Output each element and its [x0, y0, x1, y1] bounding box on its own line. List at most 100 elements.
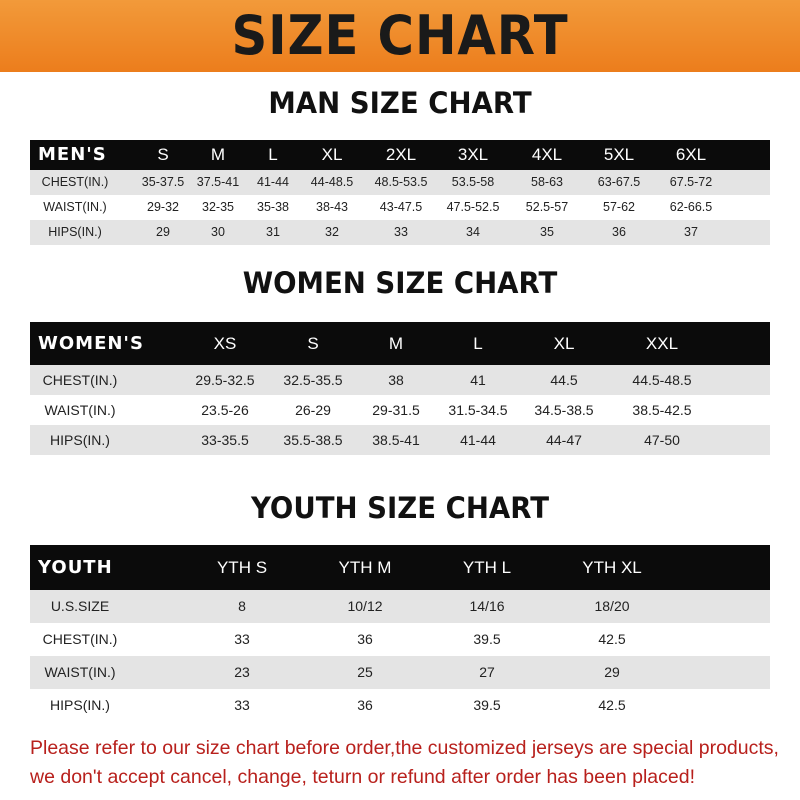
- men-size-table: MEN'S S M L XL 2XL 3XL 4XL 5XL 6XL CHEST(IN.) 35-37…: [30, 140, 770, 245]
- measurement-cell: 37.5-41: [196, 175, 240, 189]
- measurement-cell: 33: [234, 697, 250, 713]
- measurement-cell: 48.5-53.5: [374, 175, 428, 189]
- size-chart-banner: SIZE CHART: [0, 0, 800, 72]
- measurement-cell: 35-38: [257, 200, 289, 214]
- size-header: YTH L: [462, 558, 512, 577]
- table-row: WAIST(IN.) 29-32 32-35 35-38 38-43 43-47.5 47.…: [30, 195, 770, 220]
- measurement-cell: 34: [466, 225, 480, 239]
- size-header: XL: [553, 334, 575, 353]
- men-section-title: MAN SIZE CHART: [268, 86, 532, 120]
- measurement-cell: 35.5-38.5: [283, 432, 343, 448]
- row-label: HIPS(IN.): [48, 225, 102, 239]
- row-label: CHEST(IN.): [42, 372, 118, 388]
- measurement-cell: 31.5-34.5: [448, 402, 508, 418]
- row-label: U.S.SIZE: [50, 598, 110, 614]
- measurement-cell: 26-29: [295, 402, 331, 418]
- women-size-table: WOMEN'S XS S M L XL XXL CHEST(IN.) 29.5-32.5 32.5…: [30, 322, 770, 455]
- measurement-cell: 36: [357, 631, 373, 647]
- measurement-cell: 38: [388, 372, 404, 388]
- measurement-cell: 39.5: [473, 697, 501, 713]
- measurement-cell: 31: [266, 225, 280, 239]
- youth-section-title: YOUTH SIZE CHART: [250, 491, 550, 525]
- size-header: 2XL: [385, 145, 417, 164]
- size-header: 5XL: [603, 145, 635, 164]
- women-section-title: WOMEN SIZE CHART: [242, 266, 558, 300]
- size-header: YTH XL: [582, 558, 642, 577]
- measurement-cell: 47-50: [644, 432, 680, 448]
- measurement-cell: 29: [156, 225, 170, 239]
- measurement-cell: 41-44: [460, 432, 496, 448]
- size-header: M: [210, 145, 226, 164]
- measurement-cell: 47.5-52.5: [446, 200, 500, 214]
- measurement-cell: 35: [540, 225, 554, 239]
- row-label: WAIST(IN.): [44, 402, 116, 418]
- row-label: CHEST(IN.): [41, 175, 109, 189]
- measurement-cell: 44.5: [550, 372, 578, 388]
- row-label: HIPS(IN.): [50, 432, 110, 448]
- measurement-cell: 29: [604, 664, 620, 680]
- measurement-cell: 18/20: [594, 598, 630, 614]
- measurement-cell: 34.5-38.5: [534, 402, 594, 418]
- measurement-cell: 53.5-58: [451, 175, 495, 189]
- measurement-cell: 25: [357, 664, 373, 680]
- table-row: CHEST(IN.) 33 36 39.5 42.5: [30, 623, 770, 656]
- youth-size-table: YOUTH YTH S YTH M YTH L YTH XL U.S.SIZE 8 10/12…: [30, 545, 770, 722]
- measurement-cell: 27: [479, 664, 495, 680]
- row-label: CHEST(IN.): [42, 631, 118, 647]
- measurement-cell: 32-35: [202, 200, 234, 214]
- measurement-cell: 36: [357, 697, 373, 713]
- measurement-cell: 44.5-48.5: [632, 372, 692, 388]
- measurement-cell: 35-37.5: [141, 175, 185, 189]
- size-header: M: [388, 334, 404, 353]
- measurement-cell: 63-67.5: [597, 175, 641, 189]
- measurement-cell: 38-43: [316, 200, 348, 214]
- table-row: CHEST(IN.) 29.5-32.5 32.5-35.5 38 41 44.5 44.5…: [30, 365, 770, 395]
- measurement-cell: 29-31.5: [372, 402, 420, 418]
- measurement-cell: 23.5-26: [201, 402, 249, 418]
- table-row: HIPS(IN.) 33-35.5 35.5-38.5 38.5-41 41-44 44-…: [30, 425, 770, 455]
- measurement-cell: 52.5-57: [525, 200, 569, 214]
- row-label: WAIST(IN.): [44, 664, 116, 680]
- measurement-cell: 36: [612, 225, 626, 239]
- size-header: YTH S: [216, 558, 268, 577]
- table-row: CHEST(IN.) 35-37.5 37.5-41 41-44 44-48.5 48.5…: [30, 170, 770, 195]
- measurement-cell: 37: [684, 225, 698, 239]
- size-header: 3XL: [457, 145, 489, 164]
- measurement-cell: 44-48.5: [310, 175, 354, 189]
- table-title-cell: MEN'S: [38, 144, 107, 165]
- measurement-cell: 33: [234, 631, 250, 647]
- measurement-cell: 30: [211, 225, 225, 239]
- size-header: XXL: [645, 334, 679, 353]
- size-header: XS: [213, 334, 237, 353]
- measurement-cell: 62-66.5: [669, 200, 713, 214]
- size-header: 6XL: [675, 145, 707, 164]
- table-header-row: MEN'S S M L XL 2XL 3XL 4XL 5XL 6XL: [30, 140, 770, 170]
- measurement-cell: 29.5-32.5: [195, 372, 255, 388]
- row-label: WAIST(IN.): [43, 200, 107, 214]
- measurement-cell: 32.5-35.5: [283, 372, 343, 388]
- measurement-cell: 10/12: [347, 598, 383, 614]
- measurement-cell: 33-35.5: [201, 432, 249, 448]
- table-header-row: YOUTH YTH S YTH M YTH L YTH XL: [30, 545, 770, 590]
- measurement-cell: 58-63: [531, 175, 563, 189]
- measurement-cell: 38.5-41: [372, 432, 420, 448]
- size-header: XL: [321, 145, 343, 164]
- measurement-cell: 38.5-42.5: [632, 402, 692, 418]
- size-header: S: [307, 334, 319, 353]
- measurement-cell: 42.5: [598, 631, 626, 647]
- measurement-cell: 8: [238, 598, 246, 614]
- measurement-cell: 29-32: [147, 200, 179, 214]
- size-header: 4XL: [531, 145, 563, 164]
- measurement-cell: 23: [234, 664, 250, 680]
- table-row: HIPS(IN.) 33 36 39.5 42.5: [30, 689, 770, 722]
- order-notice: Please refer to our size chart before or…: [30, 734, 780, 792]
- size-header: S: [157, 145, 169, 164]
- table-row: WAIST(IN.) 23.5-26 26-29 29-31.5 31.5-34.5 34…: [30, 395, 770, 425]
- size-header: YTH M: [338, 558, 392, 577]
- measurement-cell: 57-62: [603, 200, 635, 214]
- size-header: L: [473, 334, 483, 353]
- measurement-cell: 42.5: [598, 697, 626, 713]
- measurement-cell: 39.5: [473, 631, 501, 647]
- table-row: WAIST(IN.) 23 25 27 29: [30, 656, 770, 689]
- measurement-cell: 43-47.5: [379, 200, 423, 214]
